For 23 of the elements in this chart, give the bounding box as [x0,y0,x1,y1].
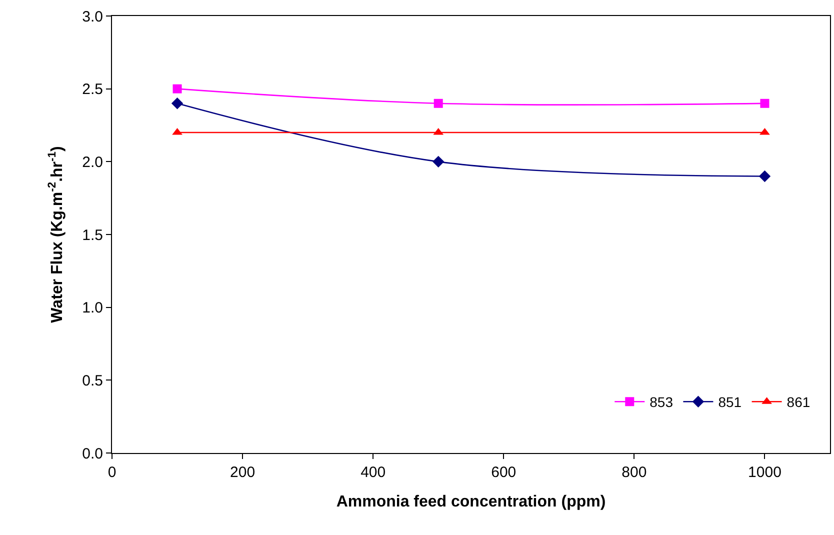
y-tick-label: 0.5 [82,372,103,390]
x-tick-label: 1000 [748,464,782,481]
point [171,98,184,110]
y-tick-label: 1.5 [82,226,103,244]
y-tick-label: 1.0 [82,300,103,317]
point [434,98,443,108]
x-tick-label: 600 [491,464,516,481]
y-tick-label: 0.0 [82,445,103,462]
x-tick-label: 200 [230,464,256,481]
x-tick-label: 400 [360,464,386,481]
x-tick-label: 0 [108,464,116,481]
y-tick-label: 2.5 [82,81,103,98]
y-tick-label: 2.0 [82,154,103,171]
legend-label: 851 [718,394,742,410]
point [758,170,771,182]
point [760,98,770,108]
legend-label: 853 [650,394,674,410]
point [172,84,182,94]
x-tick-label: 800 [622,464,647,481]
x-axis-title: Ammonia feed concentration (ppm) [336,494,606,511]
legend-label: 861 [786,394,810,410]
y-tick-label: 3.0 [82,8,103,26]
point [432,156,444,168]
